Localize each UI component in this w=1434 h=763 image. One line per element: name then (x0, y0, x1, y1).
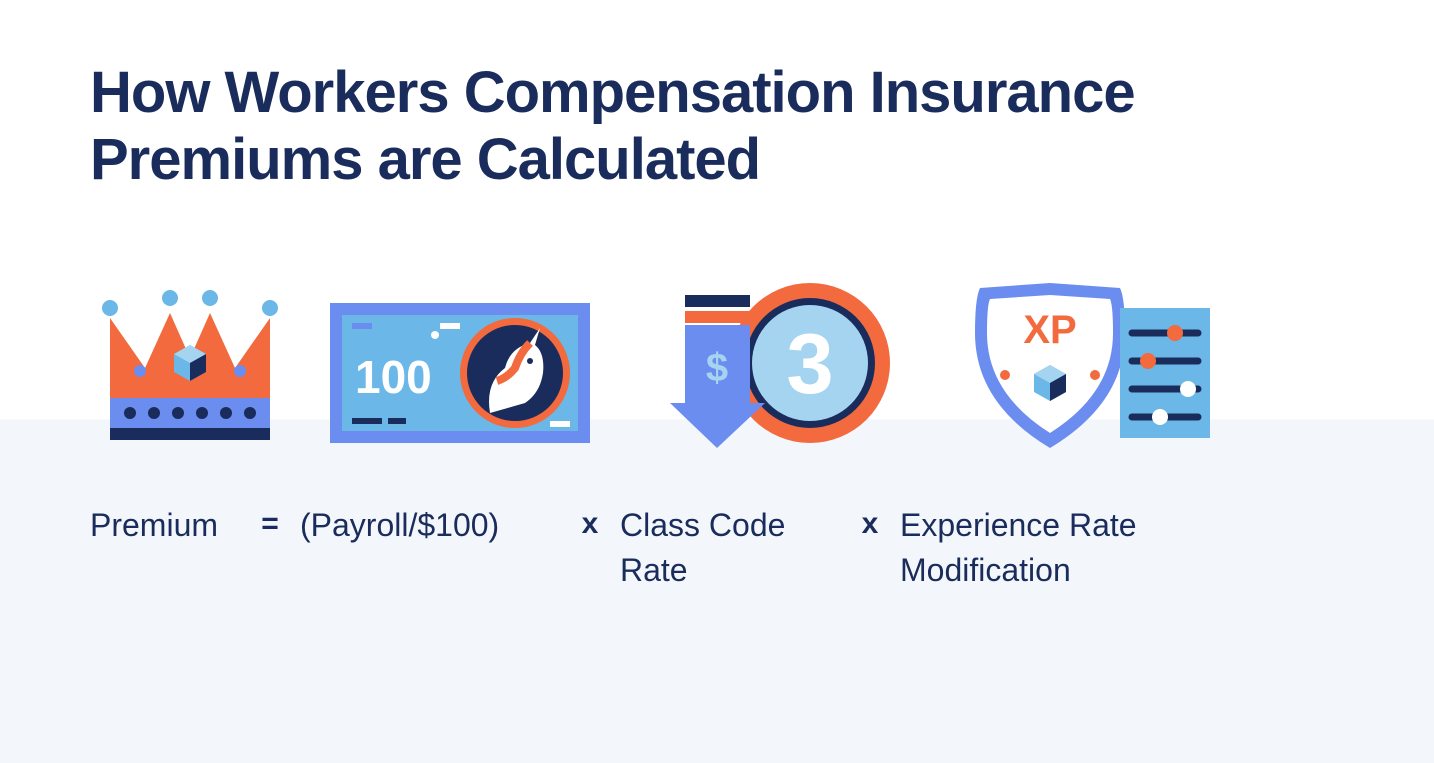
crown-icon (90, 263, 320, 463)
times-op-2: x (840, 507, 900, 541)
coin-dollar: $ (706, 346, 728, 390)
shield-icon: XP (960, 263, 1280, 463)
term-classcode: Class Code Rate (620, 503, 840, 593)
page-title: How Workers Compensation Insurance Premi… (90, 60, 1344, 193)
times-op-1: x (560, 507, 620, 541)
formula-row: 100 (90, 263, 1344, 463)
formula-labels: Premium = (Payroll/$100) x Class Code Ra… (90, 503, 1344, 593)
coin-arrow-icon: 3 $ (660, 263, 960, 463)
coin-number: 3 (786, 317, 833, 412)
term-payroll: (Payroll/$100) (300, 503, 560, 548)
bill-number: 100 (355, 351, 432, 403)
shield-text: XP (1023, 308, 1076, 352)
equals-op: = (240, 507, 300, 541)
bill-icon: 100 (320, 263, 660, 463)
term-premium: Premium (90, 503, 240, 548)
term-experience: Experience Rate Modification (900, 503, 1180, 593)
